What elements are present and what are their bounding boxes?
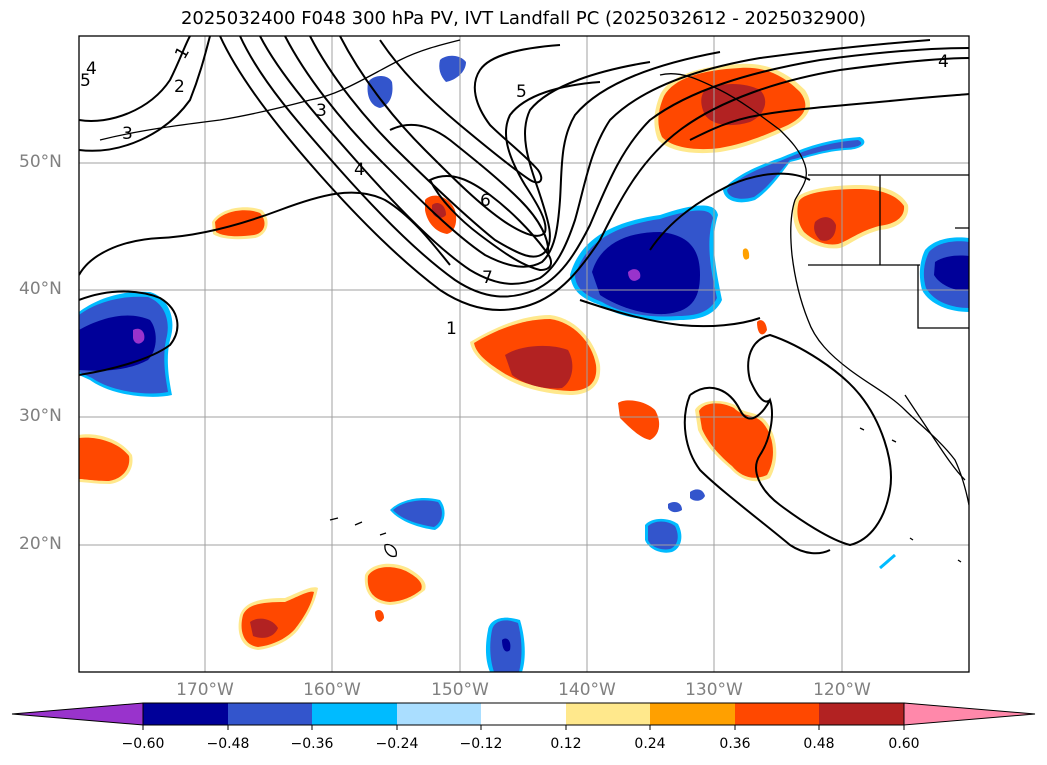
negative-anomaly-regions (79, 55, 969, 672)
lat-label-20n: 20°N (19, 534, 62, 554)
channel-islands (859, 427, 962, 563)
contour-label: 3 (122, 124, 133, 144)
lon-label-160w: 160°W (303, 680, 361, 700)
contour-label: 5 (516, 82, 527, 102)
colorbar-segment (312, 703, 397, 725)
contour-label: 2 (174, 77, 185, 97)
contour-label: 4 (354, 160, 365, 180)
lon-label-150w: 150°W (431, 680, 489, 700)
pv-contours (79, 36, 969, 555)
lon-label-130w: 130°W (685, 680, 743, 700)
colorbar-tick-label: −0.36 (290, 736, 334, 752)
north-america-coast (659, 73, 969, 506)
colorbar-tick-label: 0.24 (634, 736, 666, 752)
contour-label: 4 (86, 59, 97, 79)
colorbar-extend-left (11, 702, 144, 726)
lat-label-40n: 40°N (19, 279, 62, 299)
colorbar-segment (735, 703, 819, 725)
colorbar-tick-label: 0.60 (888, 736, 920, 752)
map-plot-area: 1 2 3 4 5 6 7 3 4 5 1 4 (79, 36, 969, 672)
map-frame (78, 35, 970, 673)
lon-label-140w: 140°W (558, 680, 616, 700)
colorbar-extend-right (903, 702, 1036, 726)
colorbar-tick-label: −0.48 (206, 736, 250, 752)
colorbar-segment (143, 703, 228, 725)
contour-label: 1 (446, 319, 457, 339)
colorbar (11, 702, 1036, 730)
contour-label: 6 (480, 191, 491, 211)
gridlines (79, 36, 969, 672)
colorbar-tick-label: −0.12 (459, 736, 503, 752)
colorbar-tick-label: 0.48 (803, 736, 835, 752)
contour-label: 4 (938, 52, 949, 72)
colorbar-segment (566, 703, 650, 725)
colorbar-segment (650, 703, 735, 725)
contour-label: 7 (482, 268, 493, 288)
colorbar-tick-label: 0.12 (550, 736, 582, 752)
colorbar-segment (228, 703, 312, 725)
lon-label-120w: 120°W (813, 680, 871, 700)
baja-coast (904, 394, 966, 481)
contour-label: 5 (80, 71, 91, 91)
colorbar-tick-label: −0.24 (375, 736, 419, 752)
colorbar-tick-label: −0.60 (121, 736, 165, 752)
state-borders (808, 174, 969, 329)
colorbar-segment (481, 703, 566, 725)
lon-label-170w: 170°W (176, 680, 234, 700)
colorbar-tick-label: 0.36 (719, 736, 751, 752)
contour-label: 3 (316, 101, 327, 121)
colorbar-segment (819, 703, 904, 725)
map-title: 2025032400 F048 300 hPa PV, IVT Landfall… (180, 8, 867, 29)
lat-label-50n: 50°N (19, 152, 62, 172)
hawaii-islands (329, 517, 397, 558)
colorbar-segment (397, 703, 481, 725)
lat-label-30n: 30°N (19, 406, 62, 426)
